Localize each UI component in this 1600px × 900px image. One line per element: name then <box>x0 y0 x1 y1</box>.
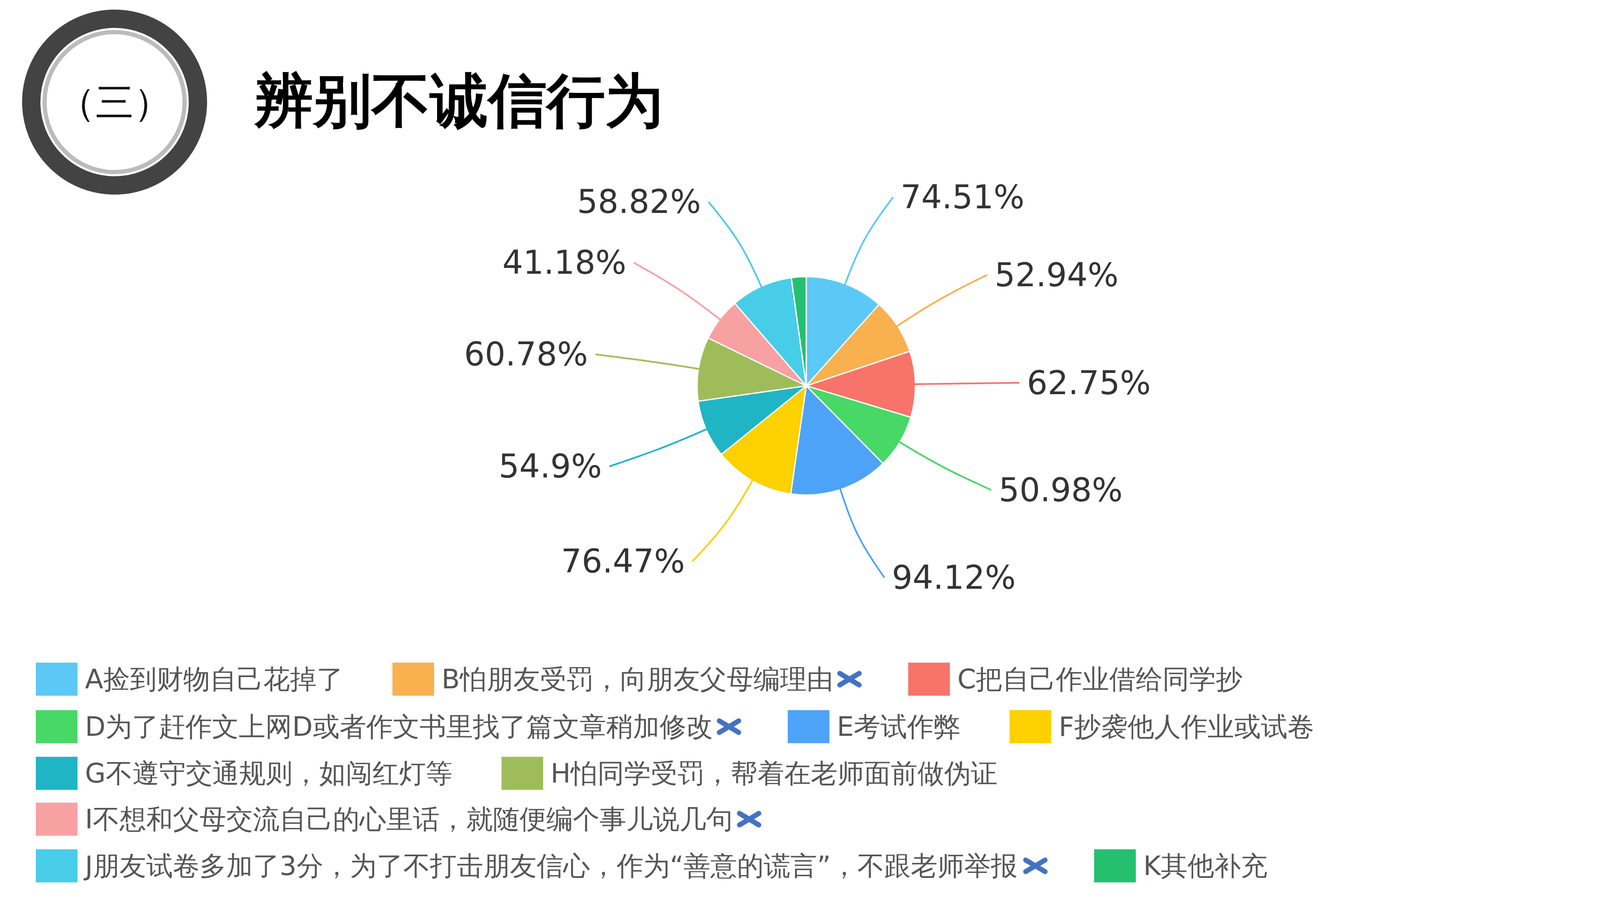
legend-item: E考试作弊 <box>787 710 961 743</box>
legend-label: K其他补充 <box>1143 850 1268 882</box>
legend-item: G不遵守交通规则，如闯红灯等 <box>35 756 453 790</box>
legend-swatch <box>35 849 78 883</box>
legend-item: J朋友试卷多加了3分，为了不打击朋友信心，作为“善意的谎言”，不跟老师举报 <box>35 849 1045 883</box>
legend-swatch <box>1009 710 1052 743</box>
cross-mark <box>739 813 760 825</box>
leader-line <box>897 440 992 490</box>
legend-swatch <box>392 662 435 696</box>
legend-label: E考试作弊 <box>837 711 961 743</box>
legend-row: G不遵守交通规则，如闯红灯等 H怕同学受罚，帮着在老师面前做伪证 <box>35 756 998 790</box>
legend-item: B怕朋友受罚，向朋友父母编理由 <box>392 662 860 696</box>
legend-swatch <box>35 662 78 696</box>
data-label: 76.47% <box>560 542 685 580</box>
cross-mark <box>1025 860 1046 872</box>
decoration: （三） <box>31 18 198 186</box>
legend-item: H怕同学受罚，帮着在老师面前做伪证 <box>501 756 998 790</box>
legend-row: I不想和父母交流自己的心里话，就随便编个事儿说几句 <box>35 802 759 836</box>
legend-label: F抄袭他人作业或试卷 <box>1058 711 1315 743</box>
data-label: 52.94% <box>994 256 1119 294</box>
legend-item: F抄袭他人作业或试卷 <box>1009 710 1315 743</box>
legend-item: A捡到财物自己花掉了 <box>35 662 344 696</box>
data-label: 58.82% <box>577 182 701 221</box>
legend-label: H怕同学受罚，帮着在老师面前做伪证 <box>550 757 998 789</box>
legend-swatch <box>501 756 544 790</box>
legend-label: G不遵守交通规则，如闯红灯等 <box>85 757 453 789</box>
leader-line <box>692 478 754 562</box>
legend-swatch <box>35 756 78 790</box>
data-label: 50.98% <box>998 471 1123 509</box>
legend-label: J朋友试卷多加了3分，为了不打击朋友信心，作为“善意的谎言”，不跟老师举报 <box>83 850 1018 882</box>
leader-line <box>595 354 701 370</box>
leader-line <box>609 428 709 467</box>
pie <box>697 276 916 495</box>
legend-label: I不想和父母交流自己的心里话，就随便编个事儿说几句 <box>85 803 733 835</box>
data-label: 54.9% <box>498 447 603 485</box>
leader-line <box>844 197 894 286</box>
data-label: 94.12% <box>892 558 1016 597</box>
legend-item: D为了赶作文上网D或者作文书里找了篇文章稍加修改 <box>35 710 739 743</box>
slice <box>790 385 883 495</box>
leader-line <box>839 487 885 578</box>
legend-row: A捡到财物自己花掉了 B怕朋友受罚，向朋友父母编理由 C把自己作业借给同学抄 <box>35 662 1243 696</box>
legend-swatch <box>908 662 950 696</box>
legend-label: D为了赶作文上网D或者作文书里找了篇文章稍加修改 <box>85 711 713 743</box>
legend-swatch <box>35 802 78 836</box>
data-label: 74.51% <box>900 178 1025 216</box>
ink-ring <box>31 18 198 186</box>
section-label: （三） <box>57 80 173 125</box>
legend-label: C把自己作业借给同学抄 <box>957 663 1243 695</box>
data-label: 62.75% <box>1027 364 1151 402</box>
leader-line <box>913 382 1020 385</box>
leader-line <box>895 275 988 328</box>
legend-swatch <box>1094 849 1136 883</box>
cross-mark <box>839 673 860 685</box>
title: 辨别不诚信行为 <box>254 66 664 135</box>
data-label: 41.18% <box>502 243 627 282</box>
legend-item: I不想和父母交流自己的心里话，就随便编个事儿说几句 <box>35 802 759 836</box>
legend-label: B怕朋友受罚，向朋友父母编理由 <box>441 663 834 695</box>
slice <box>791 276 807 386</box>
data-labels: 74.51% 52.94% 62.75% 50.98% 94.12% 76.47% 54.9… <box>464 178 1151 597</box>
cross-mark <box>719 720 739 733</box>
legend-item: C把自己作业借给同学抄 <box>908 662 1243 696</box>
leader-line <box>633 262 722 321</box>
legend-label: A捡到财物自己花掉了 <box>85 663 344 695</box>
legend-row: J朋友试卷多加了3分，为了不打击朋友信心，作为“善意的谎言”，不跟老师举报 K其他… <box>35 849 1268 883</box>
legend-swatch <box>787 710 830 743</box>
legend: A捡到财物自己花掉了 B怕朋友受罚，向朋友父母编理由 C把自己作业借给同学抄 D为了赶… <box>35 662 1315 883</box>
legend-item: K其他补充 <box>1094 849 1268 883</box>
leader-line <box>708 201 763 289</box>
ink-ring <box>44 32 185 173</box>
data-label: 60.78% <box>464 335 588 373</box>
chart: （三） 辨别不诚信行为 74.51% 52.94% 62.75% 50.98% 94.12%… <box>0 0 1600 900</box>
legend-row: D为了赶作文上网D或者作文书里找了篇文章稍加修改 E考试作弊 F抄袭他人作业或试卷 <box>35 710 1315 743</box>
legend-swatch <box>35 710 78 743</box>
